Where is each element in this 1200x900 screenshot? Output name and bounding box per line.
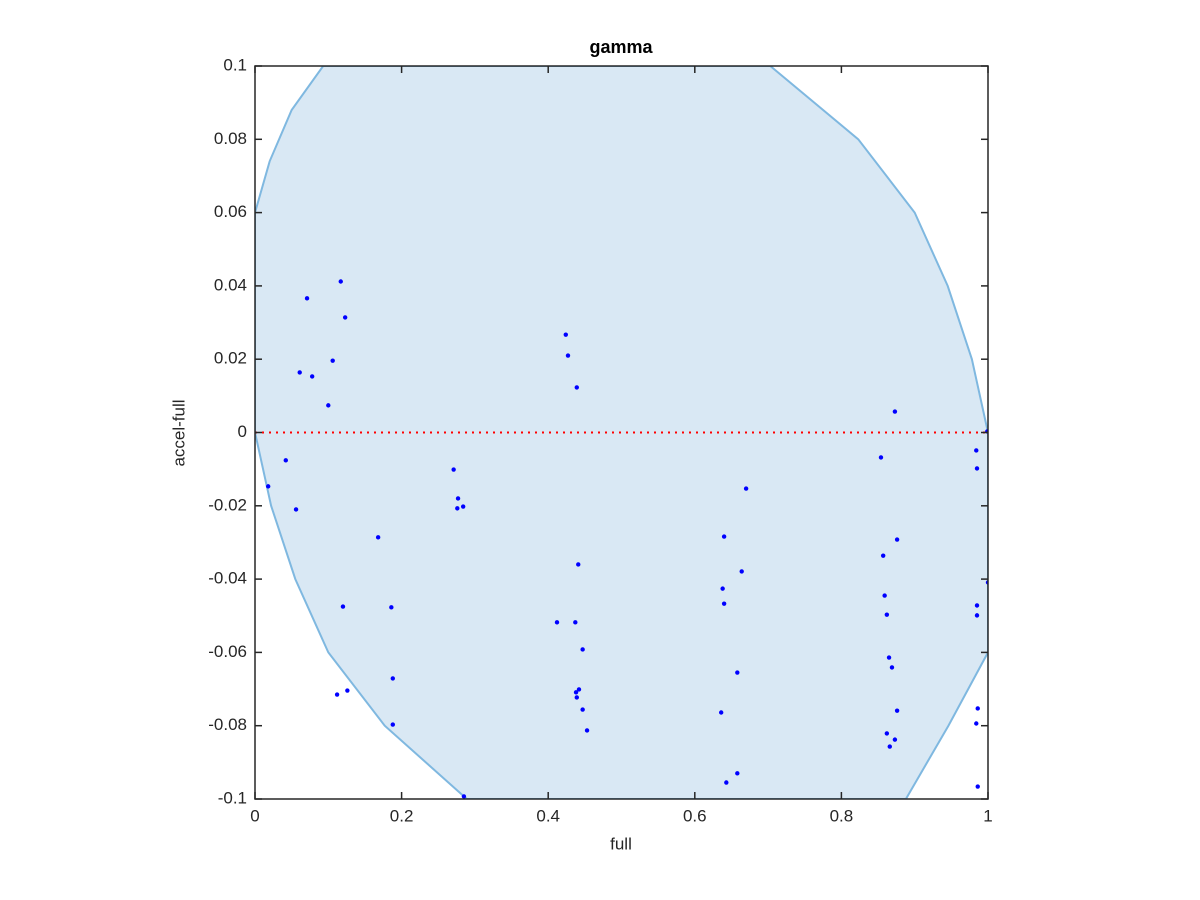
- data-point: [735, 771, 740, 776]
- data-point: [554, 620, 560, 625]
- x-tick-label: 0: [250, 806, 259, 825]
- data-point: [342, 315, 348, 320]
- x-tick-label: 0.2: [390, 806, 414, 825]
- plot-area: [255, 66, 988, 799]
- data-point: [304, 296, 310, 301]
- data-point: [451, 467, 456, 472]
- data-point: [889, 665, 895, 670]
- y-tick-label: -0.02: [208, 495, 247, 514]
- data-point: [975, 706, 980, 711]
- data-point: [882, 593, 887, 598]
- data-point: [974, 603, 980, 608]
- data-point: [573, 690, 579, 695]
- data-point: [265, 484, 271, 489]
- data-point: [894, 708, 900, 713]
- y-tick-label: 0.08: [214, 129, 247, 148]
- data-point: [580, 707, 585, 712]
- data-point: [724, 780, 729, 785]
- data-point: [584, 728, 590, 733]
- data-point: [326, 403, 331, 408]
- y-tick-label: -0.1: [218, 788, 247, 807]
- confidence-region: [255, 66, 988, 799]
- data-point: [974, 613, 980, 618]
- x-axis-label: full: [610, 834, 632, 853]
- data-point: [297, 370, 302, 375]
- data-point: [574, 695, 579, 700]
- data-point: [720, 586, 725, 591]
- data-point: [334, 692, 340, 697]
- data-point: [878, 455, 884, 460]
- x-tick-label: 0.8: [830, 806, 854, 825]
- y-tick-label: 0.1: [223, 55, 247, 74]
- data-point: [735, 670, 740, 675]
- data-point: [375, 535, 381, 540]
- data-point: [573, 620, 578, 625]
- data-point: [974, 721, 979, 726]
- data-point: [892, 737, 898, 742]
- data-point: [390, 676, 396, 681]
- data-point: [338, 279, 343, 284]
- data-point: [974, 448, 979, 453]
- data-point: [975, 784, 980, 789]
- data-point: [974, 466, 980, 471]
- data-point: [880, 553, 886, 558]
- data-point: [887, 744, 892, 749]
- data-point: [389, 605, 394, 610]
- data-point: [894, 537, 900, 542]
- data-point: [345, 688, 350, 693]
- y-tick-label: -0.06: [208, 642, 247, 661]
- data-point: [576, 562, 581, 567]
- data-point: [340, 604, 346, 609]
- data-point: [580, 647, 585, 652]
- data-point: [455, 506, 460, 511]
- y-tick-label: 0.06: [214, 202, 247, 221]
- y-axis-label: accel-full: [169, 399, 188, 466]
- data-point: [460, 504, 466, 509]
- x-tick-label: 0.6: [683, 806, 707, 825]
- y-tick-label: 0.02: [214, 349, 247, 368]
- data-point: [721, 601, 727, 606]
- data-point: [576, 687, 582, 692]
- data-point: [455, 496, 461, 501]
- data-point: [718, 710, 724, 715]
- y-tick-label: 0: [238, 422, 247, 441]
- chart-title: gamma: [589, 37, 653, 57]
- data-point: [574, 385, 579, 390]
- data-point: [743, 486, 749, 491]
- data-point: [565, 353, 571, 358]
- data-point: [721, 534, 727, 539]
- data-point: [330, 358, 335, 363]
- data-point: [461, 794, 467, 799]
- data-point: [892, 409, 898, 414]
- data-point: [884, 731, 890, 736]
- data-point: [390, 722, 396, 727]
- x-tick-label: 1: [983, 806, 992, 825]
- data-point: [886, 655, 892, 660]
- data-point: [884, 612, 890, 617]
- x-tick-label: 0.4: [536, 806, 560, 825]
- data-point: [293, 507, 299, 512]
- data-point: [283, 458, 288, 463]
- data-point: [739, 569, 744, 574]
- data-point: [309, 374, 315, 379]
- y-tick-label: -0.04: [208, 569, 247, 588]
- y-tick-label: -0.08: [208, 715, 247, 734]
- y-tick-label: 0.04: [214, 275, 247, 294]
- data-point: [563, 332, 568, 337]
